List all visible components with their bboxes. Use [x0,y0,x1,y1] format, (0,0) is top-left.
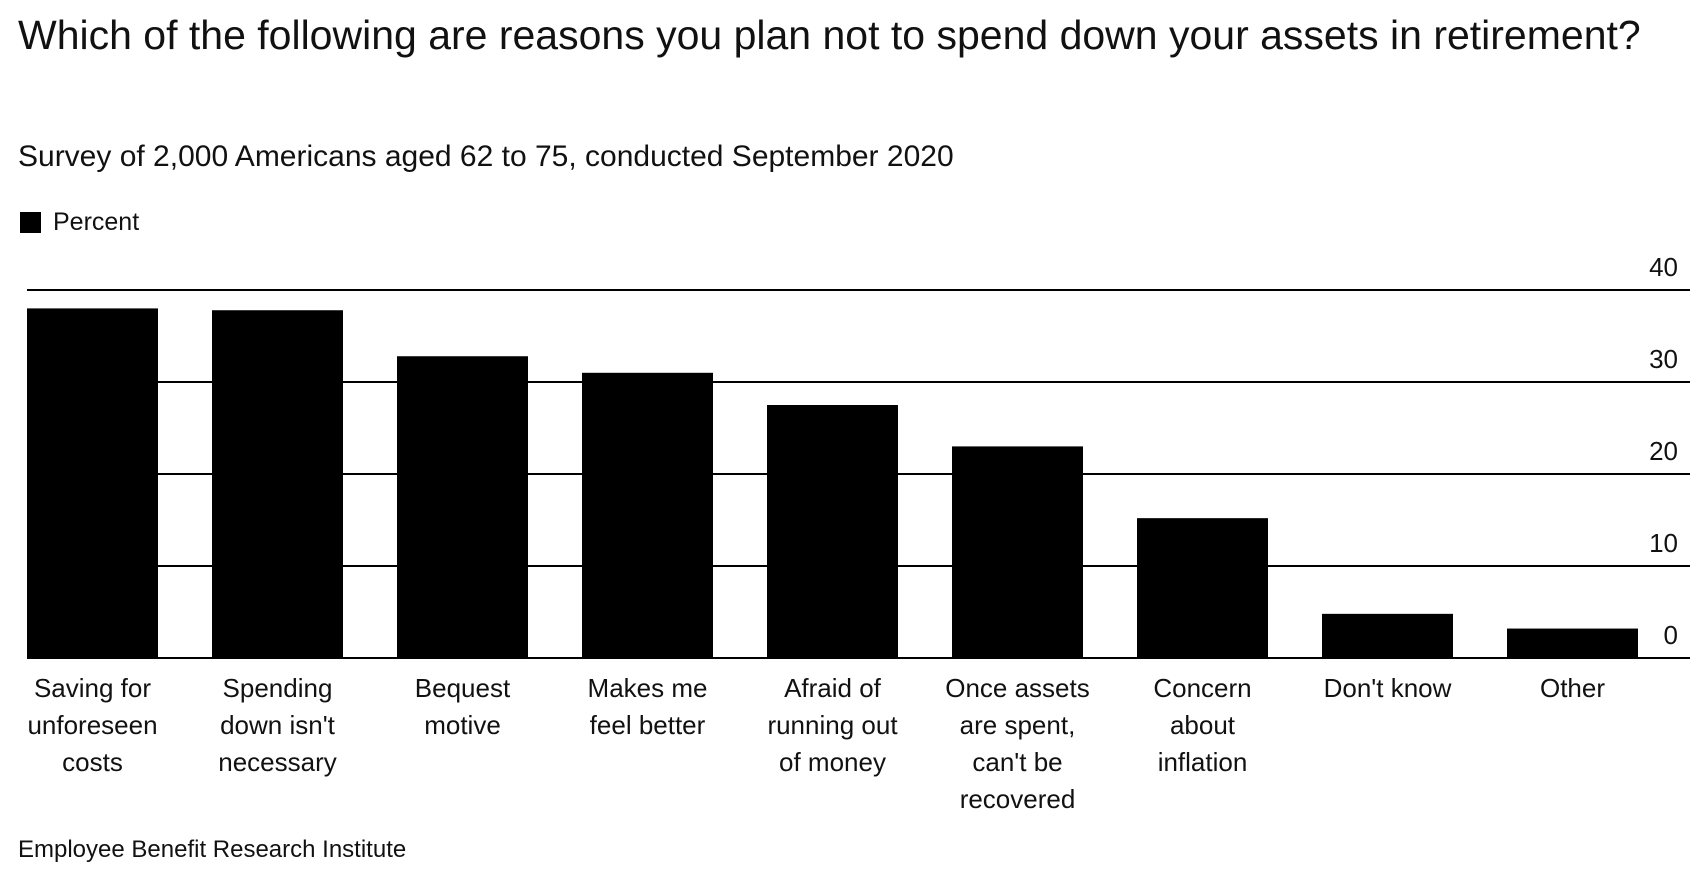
chart-title: Which of the following are reasons you p… [18,12,1641,58]
y-tick-label: 10 [1649,528,1678,558]
bar [212,310,343,658]
bar [397,356,528,658]
y-tick-label: 30 [1649,344,1678,374]
bar [1322,613,1453,658]
x-tick-label: Concern about inflation [1153,673,1251,777]
x-tick-label: Don't know [1324,673,1452,703]
legend: Percent [20,207,139,237]
bar [1137,518,1268,658]
y-tick-label: 20 [1649,436,1678,466]
x-tick-label: Afraid of running out of money [767,673,898,777]
legend-swatch [20,211,41,233]
legend-label: Percent [53,208,140,236]
x-tick-label: Once assets are spent, can't be recovered [945,673,1090,814]
bar [582,372,713,658]
chart-subtitle: Survey of 2,000 Americans aged 62 to 75,… [18,140,954,173]
bar-chart: 0 10 20 30 40 Saving for unforeseen costs Spendi… [27,252,1690,814]
source-note: Employee Benefit Research Institute [18,836,407,863]
y-tick-label: 40 [1649,252,1678,282]
x-tick-label: Spending down isn't necessary [218,673,337,777]
bar [767,405,898,658]
bar [27,308,158,658]
x-tick-label: Bequest motive [415,673,511,740]
bar [952,446,1083,658]
x-tick-label: Makes me feel better [588,673,708,740]
bar [1507,628,1638,658]
y-tick-label: 0 [1664,620,1678,650]
x-tick-label: Saving for unforeseen costs [27,673,157,777]
x-tick-label: Other [1540,673,1605,703]
